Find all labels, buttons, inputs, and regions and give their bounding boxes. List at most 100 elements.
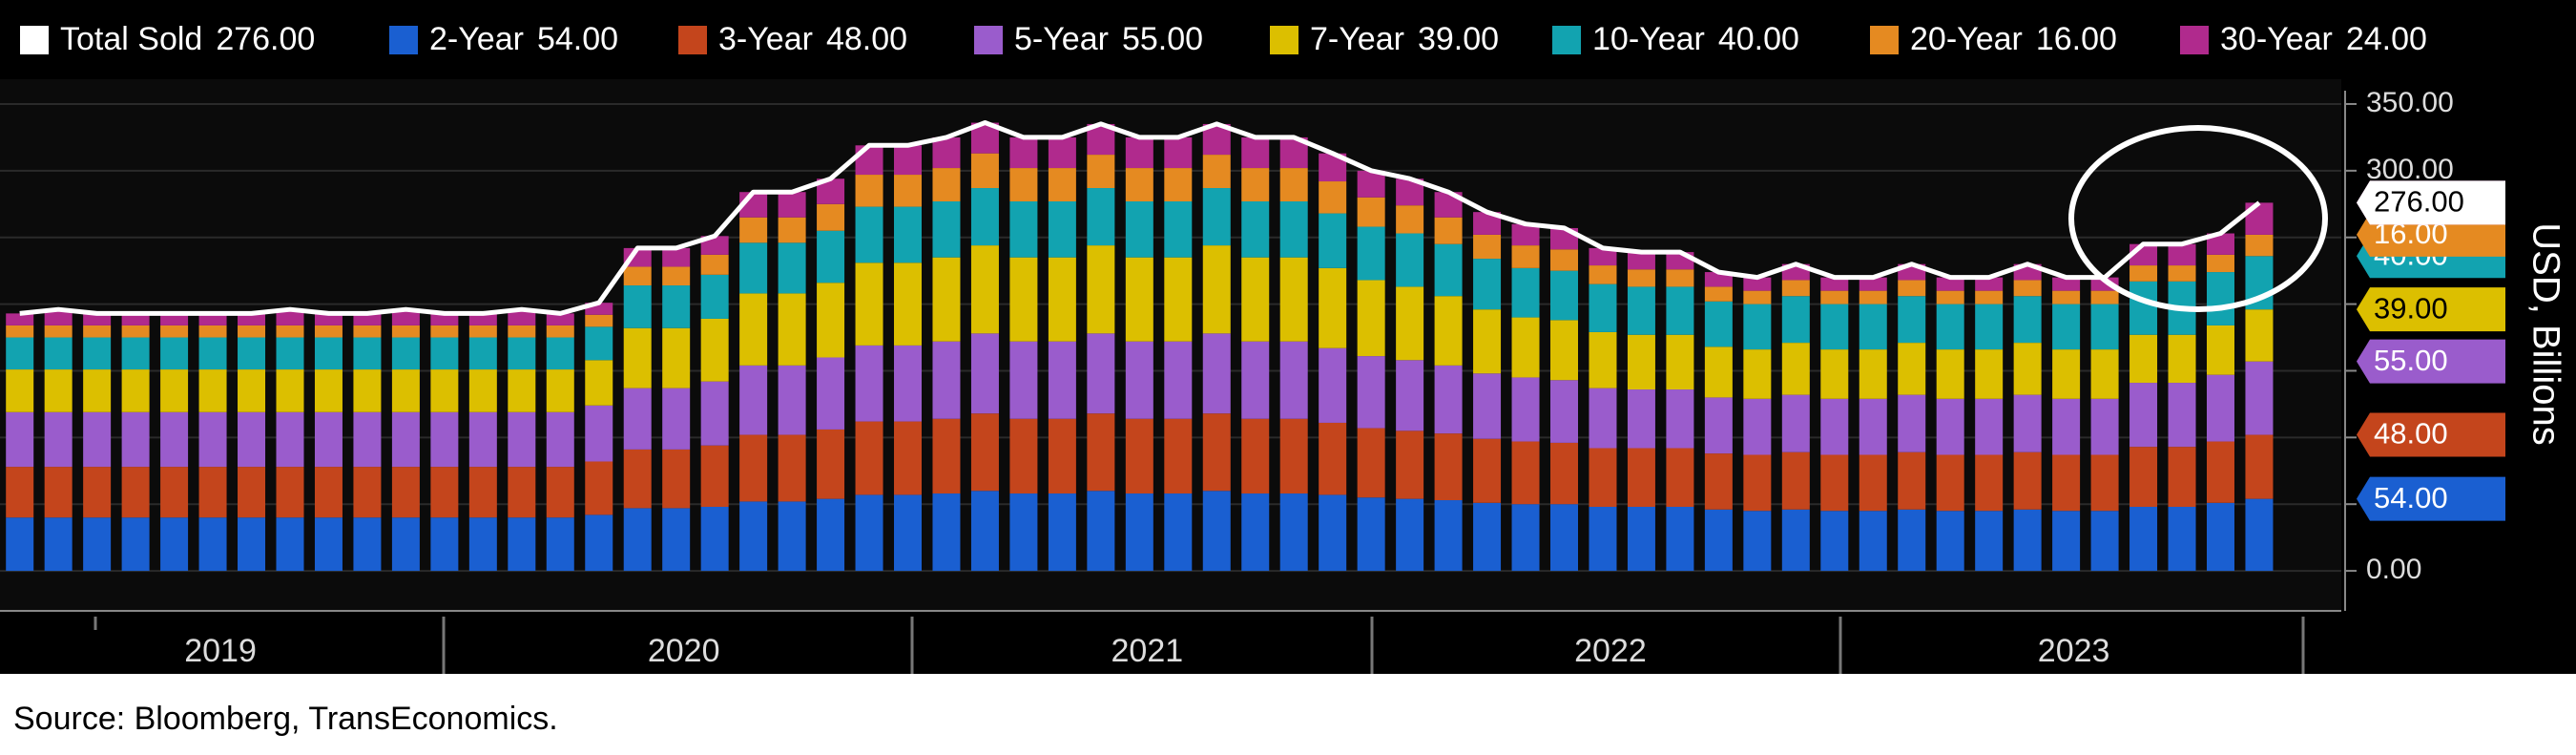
legend-name: 30-Year <box>2220 21 2333 57</box>
bar-segment <box>1666 389 1694 449</box>
bar-segment <box>1898 343 1926 395</box>
bar-segment <box>585 326 613 361</box>
bar-segment <box>468 325 497 338</box>
bar-segment <box>1820 511 1849 572</box>
legend-item: 30-Year 24.00 <box>2180 21 2427 57</box>
bar-segment <box>1743 511 1772 572</box>
bar-segment <box>1125 200 1153 258</box>
bar-segment <box>700 318 729 382</box>
bar-segment <box>508 337 536 370</box>
bar-segment <box>546 411 574 468</box>
bar-segment <box>1859 304 1887 350</box>
bar-segment <box>160 325 189 338</box>
bar-segment <box>1511 267 1540 318</box>
bar-segment <box>430 411 459 468</box>
bar-segment <box>2129 447 2158 507</box>
bar-segment <box>430 517 459 572</box>
bar-segment <box>817 498 845 572</box>
bar-segment <box>2013 343 2042 395</box>
bar-segment <box>778 293 806 366</box>
bar-segment <box>121 411 150 468</box>
bar-segment <box>1898 451 1926 510</box>
bar-segment <box>391 369 420 412</box>
legend-name: 5-Year <box>1014 21 1109 57</box>
bar-segment <box>1666 286 1694 335</box>
bar-segment <box>1434 217 1463 244</box>
bar-segment <box>1048 493 1076 572</box>
bar-segment <box>121 369 150 412</box>
bar-segment <box>1125 418 1153 494</box>
bar-segment <box>1279 257 1308 342</box>
bar-segment <box>1743 304 1772 350</box>
bar-segment <box>2168 507 2196 572</box>
bar-segment <box>1202 413 1231 492</box>
bar-segment <box>1511 377 1540 442</box>
bar-segment <box>1820 277 1849 291</box>
bar-segment <box>276 411 304 468</box>
bar-segment <box>6 337 34 370</box>
bar-segment <box>970 413 999 492</box>
bar-segment <box>83 325 112 338</box>
bar-segment <box>1009 200 1038 258</box>
bar-segment <box>44 467 73 518</box>
legend-text: 5-Year 55.00 <box>1014 21 1203 57</box>
bar-segment <box>546 517 574 572</box>
bar-segment <box>1975 349 2004 399</box>
bar-segment <box>1357 170 1385 198</box>
bar-segment <box>1009 418 1038 494</box>
bar-segment <box>1202 491 1231 572</box>
bar-segment <box>1048 168 1076 201</box>
bar-segment <box>1241 257 1270 342</box>
bar-segment <box>817 283 845 358</box>
bar-segment <box>2206 233 2234 255</box>
bar-segment <box>1009 136 1038 169</box>
bar-segment <box>1936 304 1964 350</box>
bar-segment <box>546 325 574 338</box>
bar-segment <box>662 285 691 328</box>
legend-swatch <box>2180 26 2209 54</box>
bar-segment <box>1627 389 1655 449</box>
legend-swatch <box>20 26 49 54</box>
bar-segment <box>1589 507 1617 572</box>
bar-segment <box>1048 257 1076 342</box>
bar-segment <box>1589 448 1617 507</box>
bar-segment <box>391 337 420 370</box>
bar-segment <box>160 411 189 468</box>
bar-segment <box>1627 286 1655 335</box>
x-tick-label: 2022 <box>1574 633 1647 669</box>
bar-segment <box>1241 418 1270 494</box>
bar-segment <box>855 175 883 207</box>
bar-segment <box>83 313 112 325</box>
legend-swatch <box>1870 26 1899 54</box>
bar-segment <box>1279 418 1308 494</box>
legend-value: 55.00 <box>1122 21 1203 57</box>
bar-segment <box>932 257 961 342</box>
bar-segment <box>1936 454 1964 512</box>
legend-item: 20-Year 16.00 <box>1870 21 2117 57</box>
bar-segment <box>662 449 691 509</box>
bar-segment <box>585 314 613 327</box>
bar-segment <box>2129 265 2158 282</box>
legend-swatch <box>678 26 707 54</box>
bar-segment <box>817 429 845 499</box>
bar-segment <box>623 327 652 388</box>
bar-segment <box>2245 309 2274 362</box>
source-note: Source: Bloomberg, TransEconomics. <box>13 701 558 737</box>
bar-segment <box>508 325 536 338</box>
bar-segment <box>1279 341 1308 419</box>
bar-segment <box>1627 507 1655 572</box>
bar-segment <box>778 242 806 294</box>
bar-segment <box>1164 418 1193 494</box>
bar-segment <box>1550 320 1578 381</box>
bar-segment <box>1202 188 1231 246</box>
bar-segment <box>1396 430 1424 499</box>
bar-segment <box>353 517 382 572</box>
bar-segment <box>1319 213 1347 268</box>
bar-segment <box>2090 304 2119 350</box>
bar-segment <box>739 217 768 243</box>
bar-segment <box>276 337 304 370</box>
bar-segment <box>1241 136 1270 169</box>
bar-segment <box>198 467 227 518</box>
bar-segment <box>1936 349 1964 399</box>
bar-segment <box>1743 398 1772 455</box>
